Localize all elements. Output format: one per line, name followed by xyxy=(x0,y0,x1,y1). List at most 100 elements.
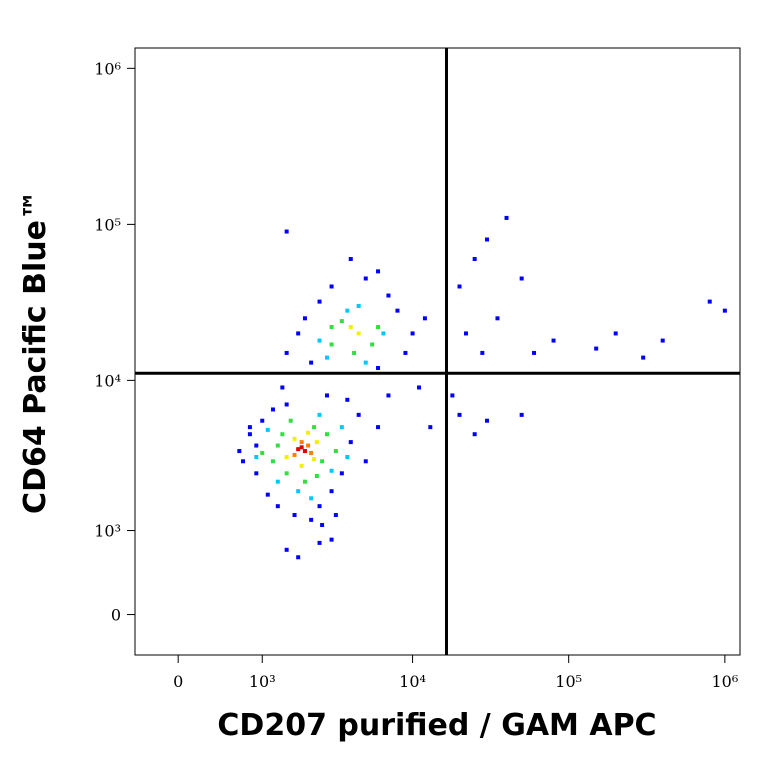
point xyxy=(495,316,500,321)
point xyxy=(339,425,344,430)
point xyxy=(329,284,334,289)
point xyxy=(302,479,307,484)
point xyxy=(422,316,427,321)
point xyxy=(296,447,301,452)
x-tick-label: 10³ xyxy=(249,672,276,691)
point xyxy=(329,468,334,473)
point xyxy=(317,412,322,417)
point xyxy=(275,504,280,509)
point xyxy=(292,513,297,518)
point xyxy=(254,443,259,448)
point xyxy=(280,385,285,390)
point xyxy=(306,443,311,448)
y-tick-label: 10³ xyxy=(94,522,121,541)
point xyxy=(352,350,357,355)
point xyxy=(317,338,322,343)
point xyxy=(240,459,245,464)
point xyxy=(312,425,317,430)
point xyxy=(254,471,259,476)
point xyxy=(376,425,381,430)
point xyxy=(333,449,338,454)
point xyxy=(265,492,270,497)
point xyxy=(314,474,319,479)
point xyxy=(417,385,422,390)
point xyxy=(254,455,259,460)
x-tick-label: 10⁶ xyxy=(711,672,738,691)
point xyxy=(722,308,727,313)
point xyxy=(320,523,325,528)
point xyxy=(280,432,285,437)
point xyxy=(356,331,361,336)
point xyxy=(410,331,415,336)
point xyxy=(296,555,301,560)
point xyxy=(485,237,490,242)
point xyxy=(386,393,391,398)
x-tick-label: 10⁵ xyxy=(555,672,582,691)
point xyxy=(292,452,297,457)
point xyxy=(450,393,455,398)
point xyxy=(356,303,361,308)
point xyxy=(363,360,368,365)
point xyxy=(312,457,317,462)
point xyxy=(532,350,537,355)
point xyxy=(284,547,289,552)
point xyxy=(325,355,330,360)
point xyxy=(376,366,381,371)
point xyxy=(329,489,334,494)
x-axis-title: CD207 purified / GAM APC xyxy=(217,708,656,743)
point xyxy=(707,299,712,304)
point xyxy=(370,342,375,347)
point xyxy=(325,432,330,437)
point xyxy=(363,276,368,281)
point xyxy=(660,338,665,343)
point xyxy=(320,459,325,464)
point xyxy=(485,418,490,423)
point xyxy=(247,432,252,437)
point xyxy=(376,324,381,329)
point xyxy=(348,324,353,329)
y-axis-title: CD64 Pacific Blue™ xyxy=(18,190,53,514)
point xyxy=(309,496,314,501)
point xyxy=(325,393,330,398)
point xyxy=(292,436,297,441)
point xyxy=(296,331,301,336)
point xyxy=(594,346,599,351)
point xyxy=(237,449,242,454)
point xyxy=(348,257,353,262)
plot-frame xyxy=(134,47,741,656)
point xyxy=(317,540,322,545)
point xyxy=(306,430,311,435)
point xyxy=(284,471,289,476)
point xyxy=(275,479,280,484)
point xyxy=(480,350,485,355)
point xyxy=(260,418,265,423)
point xyxy=(457,284,462,289)
x-tick-label: 10⁴ xyxy=(399,672,426,691)
point xyxy=(333,513,338,518)
point xyxy=(317,299,322,304)
point xyxy=(613,331,618,336)
point xyxy=(519,412,524,417)
point xyxy=(284,402,289,407)
point xyxy=(463,331,468,336)
point xyxy=(302,316,307,321)
y-tick-label: 0 xyxy=(111,606,121,625)
point xyxy=(363,459,368,464)
point xyxy=(329,324,334,329)
point xyxy=(275,443,280,448)
point xyxy=(395,308,400,313)
point xyxy=(284,455,289,460)
point xyxy=(519,276,524,281)
point xyxy=(270,459,275,464)
point xyxy=(356,412,361,417)
point xyxy=(260,450,265,455)
point xyxy=(314,440,319,445)
point xyxy=(309,360,314,365)
point xyxy=(386,293,391,298)
point xyxy=(299,463,304,468)
y-tick-label: 10⁵ xyxy=(94,215,121,234)
point xyxy=(329,342,334,347)
point xyxy=(270,407,275,412)
